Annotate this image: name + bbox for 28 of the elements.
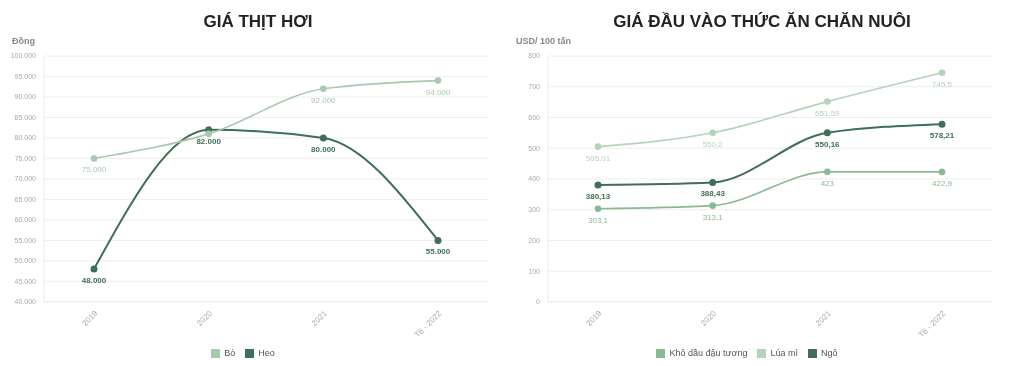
data-label: 80.000: [311, 144, 337, 154]
data-label: 423: [820, 178, 835, 188]
data-label: 505,01: [585, 153, 611, 163]
chart-title: GIÁ THỊT HƠI: [202, 11, 314, 33]
legend-label: Lúa mì: [770, 347, 798, 358]
data-label: 75.000: [81, 165, 107, 175]
data-label: 578,21: [929, 131, 955, 141]
legend-label: Bò: [224, 347, 236, 358]
data-label: 651,59: [815, 108, 841, 118]
data-label: 92.000: [311, 95, 337, 105]
y-axis-title: Đồng: [12, 36, 36, 48]
data-label: 313,1: [702, 212, 724, 222]
data-label: 422,9: [931, 178, 953, 188]
y-axis-title: USD/ 100 tấn: [516, 36, 573, 48]
data-label: 388,43: [700, 189, 726, 199]
data-label: 94.000: [425, 87, 451, 97]
data-label: 82.000: [196, 136, 222, 146]
data-label: 303,1: [587, 215, 609, 225]
data-label: 550,16: [815, 139, 841, 149]
chart-title: GIÁ ĐẦU VÀO THỨC ĂN CHĂN NUÔI: [612, 11, 912, 33]
data-label: 380,13: [585, 192, 611, 202]
data-label: 745,5: [931, 79, 953, 89]
legend-label: Heo: [258, 347, 275, 358]
legend-label: Khô dầu đậu tương: [669, 347, 748, 358]
data-label: 48.000: [81, 276, 107, 286]
legend-label: Ngô: [821, 347, 838, 358]
data-label: 550,2: [702, 139, 724, 149]
data-label: 55.000: [425, 247, 451, 257]
